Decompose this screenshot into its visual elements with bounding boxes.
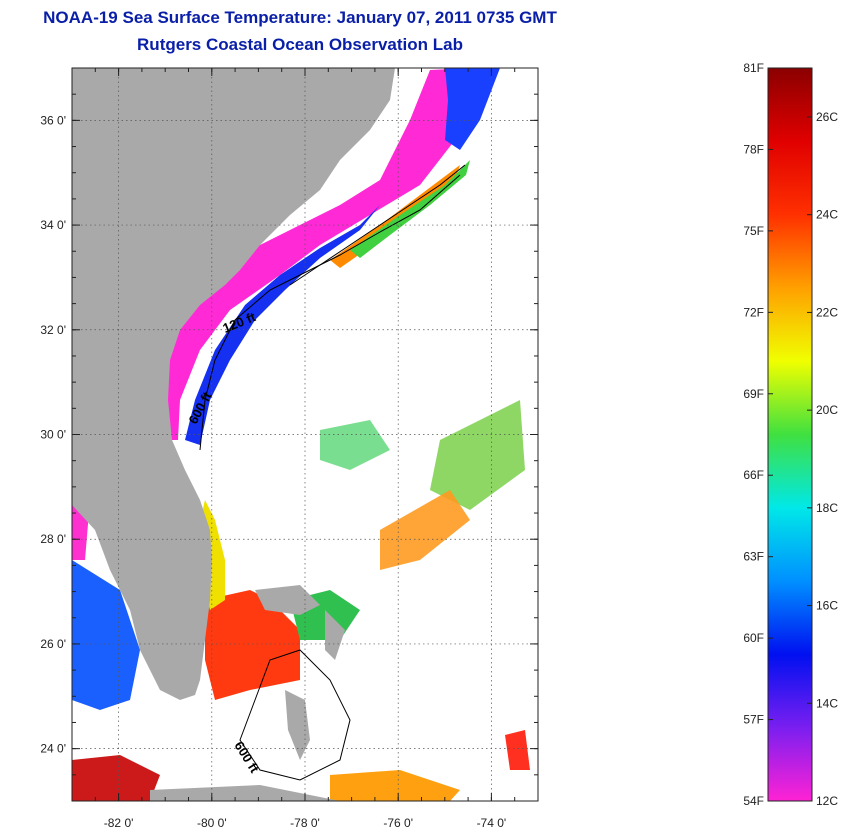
- sst-south-orange: [330, 770, 460, 801]
- sst-blue-band: [185, 205, 380, 445]
- colorbar: [767, 67, 813, 802]
- lat-tick-label: 30 0': [40, 428, 66, 442]
- lon-tick-label: -82 0': [104, 816, 134, 830]
- sst-gulf-stream-green: [350, 160, 470, 258]
- contour-bahamas: [239, 649, 351, 781]
- colorbar-f-label: 72F: [743, 305, 764, 319]
- colorbar-c-label: 20C: [816, 403, 838, 417]
- contour-600ft: [199, 174, 461, 451]
- colorbar-f-label: 75F: [743, 224, 764, 238]
- sst-northeast-blue: [445, 68, 500, 150]
- colorbar-f-label: 57F: [743, 713, 764, 727]
- colorbar-c-label: 12C: [816, 794, 838, 808]
- colorbar-c-label: 14C: [816, 696, 838, 710]
- lat-tick-label: 24 0': [40, 742, 66, 756]
- colorbar-c-label: 24C: [816, 208, 838, 222]
- sst-east-orange: [380, 490, 470, 570]
- colorbar-c-label: 22C: [816, 305, 838, 319]
- graticule: [72, 68, 538, 801]
- lat-tick-label: 34 0': [40, 218, 66, 232]
- longitude-axis: -82 0' -80 0' -78 0' -76 0' -74 0': [71, 68, 539, 830]
- lon-tick-label: -78 0': [290, 816, 320, 830]
- colorbar-fahrenheit-labels: 81F 78F 75F 72F 69F 66F 63F 60F 57F 54F: [743, 61, 773, 808]
- map-subtitle: Rutgers Coastal Ocean Observation Lab: [137, 35, 463, 54]
- colorbar-f-label: 78F: [743, 142, 764, 156]
- lat-tick-label: 28 0': [40, 532, 66, 546]
- colorbar-celsius-labels: 26C 24C 22C 20C 18C 16C 14C 12C: [807, 110, 838, 808]
- colorbar-f-label: 60F: [743, 631, 764, 645]
- colorbar-f-label: 81F: [743, 61, 764, 75]
- map-title: NOAA-19 Sea Surface Temperature: January…: [43, 8, 557, 27]
- colorbar-f-label: 66F: [743, 468, 764, 482]
- land-southeast-us: [72, 68, 395, 700]
- land-cuba: [150, 785, 340, 801]
- lat-tick-label: 36 0': [40, 113, 66, 127]
- lat-tick-label: 26 0': [40, 637, 66, 651]
- sst-cold-shelf: [150, 68, 470, 440]
- sst-gulf-west-blue: [72, 560, 140, 710]
- colorbar-f-label: 54F: [743, 794, 764, 808]
- sst-scatter-green: [320, 420, 390, 470]
- colorbar-c-label: 18C: [816, 501, 838, 515]
- latitude-axis: 36 0' 34 0' 32 0' 30 0' 28 0' 26 0' 24 0': [40, 67, 538, 802]
- sst-florida-straits: [205, 590, 300, 700]
- sst-southeast-red: [505, 730, 530, 770]
- land-andros: [285, 690, 310, 760]
- lat-tick-label: 32 0': [40, 323, 66, 337]
- colorbar-f-label: 63F: [743, 550, 764, 564]
- colorbar-f-label: 69F: [743, 387, 764, 401]
- colorbar-c-label: 26C: [816, 110, 838, 124]
- land-abaco: [325, 610, 345, 660]
- lon-tick-label: -76 0': [383, 816, 413, 830]
- colorbar-c-label: 16C: [816, 599, 838, 613]
- sst-east-green: [430, 400, 525, 510]
- lon-tick-label: -74 0': [477, 816, 507, 830]
- sst-southwest-red: [72, 755, 160, 801]
- land-grand-bahama: [255, 585, 320, 615]
- lon-tick-label: -80 0': [197, 816, 227, 830]
